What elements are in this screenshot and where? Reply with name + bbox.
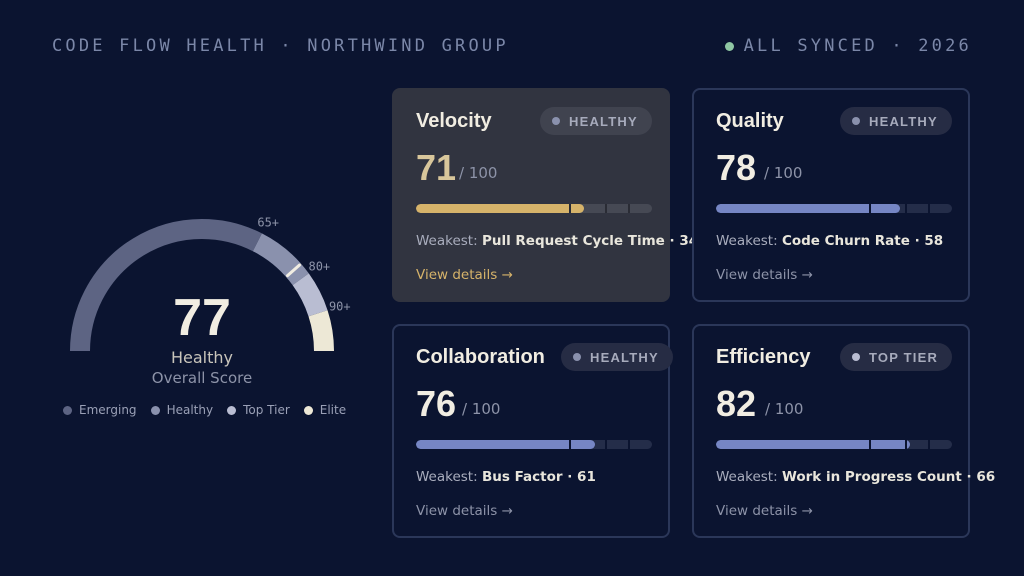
legend-item-healthy: Healthy (150, 403, 214, 417)
overall-score-gauge: 65+ 80+ 90+ 77 Healthy Overall Score Emerg… (50, 190, 370, 430)
legend-dot-icon (63, 405, 72, 415)
card-title: Quality (716, 110, 784, 132)
card-score-max: / 100 (462, 400, 501, 418)
threshold-tick-80 (905, 440, 907, 449)
sync-status: ALL SYNCED · 2026 (724, 36, 972, 56)
card-score: 76 (416, 383, 457, 424)
legend-item-emerging: Emerging (63, 403, 137, 417)
threshold-tick-65 (869, 440, 871, 449)
card-velocity[interactable]: Velocity HEALTHY 71 / 100 Weakest: Pull … (392, 88, 698, 302)
score-progress-fill (716, 204, 901, 213)
card-title: Velocity (416, 110, 492, 132)
legend-dot-icon (150, 405, 160, 415)
card-collaboration[interactable]: Collaboration HEALTHY 76 / 100 Weakest: … (392, 324, 673, 538)
score-progress-fill (716, 440, 910, 449)
gauge-score-marker (286, 263, 302, 278)
card-score-max: / 100 (764, 164, 803, 182)
legend-label: Healthy (166, 403, 214, 417)
weakest-value: Code Churn Rate · 58 (781, 233, 944, 249)
gauge-band-top-tier (292, 273, 328, 317)
badge-dot-icon (573, 353, 581, 361)
header-title: CODE FLOW HEALTH · NORTHWIND GROUP (52, 36, 509, 56)
legend-label: Emerging (79, 403, 137, 417)
card-score-max: / 100 (765, 400, 804, 418)
legend-label: Elite (319, 403, 347, 417)
threshold-tick-80 (905, 204, 907, 213)
legend-label: Top Tier (243, 403, 290, 417)
card-score-max: / 100 (459, 164, 498, 182)
weakest-label: Weakest: (716, 233, 778, 249)
weakest-metric: Weakest: Work in Progress Count · 66 (716, 469, 995, 485)
overall-score-value: 77 (173, 289, 231, 347)
badge-label: TOP TIER (869, 349, 939, 365)
view-details-link[interactable]: View details → (716, 503, 813, 519)
status-badge: HEALTHY (561, 343, 673, 371)
threshold-tick-90 (928, 204, 930, 213)
gauge-legend: Emerging Healthy Top Tier Elite (63, 403, 346, 417)
score-progress-fill (416, 440, 596, 449)
badge-label: HEALTHY (569, 113, 638, 129)
score-progress-bar (416, 204, 652, 213)
score-progress-fill (416, 204, 584, 213)
threshold-tick-65 (869, 204, 871, 213)
view-details-link[interactable]: View details → (416, 503, 513, 519)
score-progress-bar (416, 440, 652, 449)
threshold-tick-90 (928, 440, 930, 449)
threshold-tick-65 (569, 440, 571, 449)
card-score: 82 (716, 383, 757, 424)
badge-dot-icon (552, 117, 560, 125)
weakest-label: Weakest: (416, 469, 478, 485)
weakest-value: Work in Progress Count · 66 (781, 469, 996, 485)
card-score: 71 (416, 147, 457, 188)
card-efficiency[interactable]: Efficiency TOP TIER 82 / 100 Weakest: Wo… (692, 324, 995, 538)
gauge-chart: 65+ 80+ 90+ (70, 216, 351, 352)
badge-dot-icon (852, 117, 860, 125)
weakest-metric: Weakest: Pull Request Cycle Time · 34 (416, 233, 698, 249)
gauge-band-emerging (70, 219, 262, 352)
threshold-tick-90 (628, 440, 630, 449)
legend-dot-icon (227, 405, 237, 415)
weakest-value: Pull Request Cycle Time · 34 (481, 233, 699, 249)
gauge-band-healthy (252, 233, 309, 286)
threshold-tick-65 (569, 204, 571, 213)
weakest-label: Weakest: (716, 469, 778, 485)
weakest-metric: Weakest: Bus Factor · 61 (416, 469, 596, 485)
status-badge: HEALTHY (540, 107, 652, 135)
status-badge: TOP TIER (840, 343, 953, 371)
overall-score-tier: Healthy (170, 348, 233, 367)
threshold-tick-80 (605, 440, 607, 449)
weakest-label: Weakest: (416, 233, 478, 249)
card-quality[interactable]: Quality HEALTHY 78 / 100 Weakest: Code C… (692, 88, 970, 302)
card-title: Efficiency (716, 346, 811, 368)
gauge-threshold-label: 90+ (329, 300, 351, 314)
badge-label: HEALTHY (869, 113, 938, 129)
badge-dot-icon (852, 353, 860, 361)
threshold-tick-80 (605, 204, 607, 213)
score-progress-bar (716, 204, 952, 213)
view-details-link[interactable]: View details → (416, 267, 513, 283)
gauge-threshold-label: 65+ (257, 216, 279, 230)
weakest-metric: Weakest: Code Churn Rate · 58 (716, 233, 943, 249)
overall-score-caption: Overall Score (151, 369, 253, 387)
legend-item-elite: Elite (303, 403, 347, 417)
view-details-link[interactable]: View details → (716, 267, 813, 283)
badge-label: HEALTHY (590, 349, 659, 365)
legend-dot-icon (303, 405, 313, 415)
sync-dot-icon (724, 41, 734, 51)
card-title: Collaboration (416, 346, 545, 368)
sync-status-text: ALL SYNCED · 2026 (743, 36, 972, 56)
status-badge: HEALTHY (840, 107, 952, 135)
legend-item-top-tier: Top Tier (227, 403, 290, 417)
gauge-threshold-label: 80+ (308, 259, 330, 273)
card-score: 78 (716, 147, 757, 188)
threshold-tick-90 (628, 204, 630, 213)
score-progress-bar (716, 440, 952, 449)
gauge-band-elite (308, 310, 334, 352)
weakest-value: Bus Factor · 61 (481, 469, 596, 485)
